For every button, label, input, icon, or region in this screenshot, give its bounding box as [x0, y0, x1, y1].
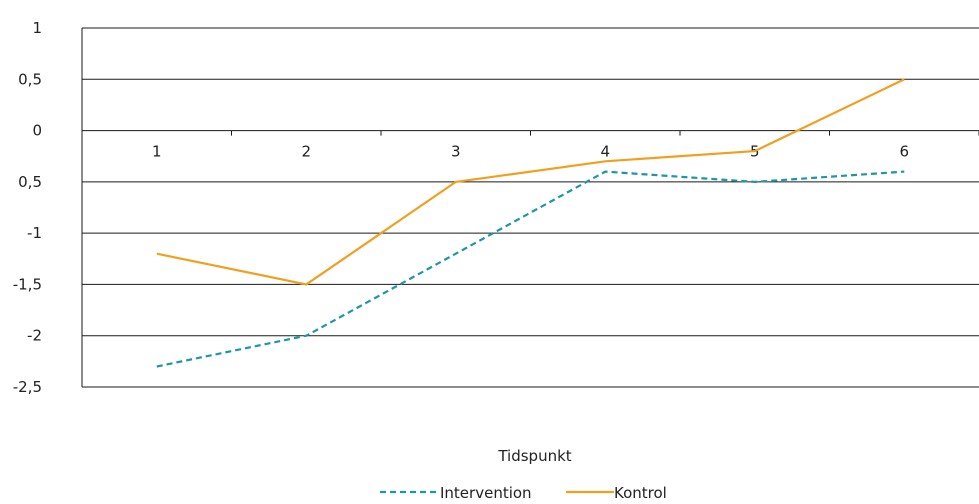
- series-lines: [156, 78, 905, 368]
- series-line-intervention: [156, 170, 905, 368]
- y-tick-label: -2,5: [13, 378, 42, 396]
- x-tick-label: 4: [600, 143, 610, 161]
- y-tick-label: 0: [32, 122, 42, 140]
- y-tick-label: -1,5: [13, 275, 42, 293]
- y-tick-label: 1: [32, 19, 42, 37]
- y-tick-label: 0,5: [18, 173, 42, 191]
- y-gridlines: [81, 27, 979, 388]
- y-axis-ticks: 1 0,5 0 0,5 -1 -1,5 -2 -2,5: [13, 19, 42, 396]
- x-axis-label: Tidspunkt: [497, 447, 571, 465]
- legend-label-intervention: Intervention: [440, 484, 532, 502]
- x-tick-label: 6: [899, 143, 909, 161]
- y-tick-label: -1: [27, 224, 42, 242]
- legend-label-kontrol: Kontrol: [614, 484, 667, 502]
- x-tick-label: 1: [152, 143, 162, 161]
- y-tick-label: -2: [27, 327, 42, 345]
- legend: Intervention Kontrol: [380, 484, 667, 502]
- y-tick-label: 0,5: [18, 70, 42, 88]
- x-tick-label: 3: [451, 143, 461, 161]
- x-tick-label: 2: [301, 143, 311, 161]
- series-line-kontrol: [156, 78, 905, 286]
